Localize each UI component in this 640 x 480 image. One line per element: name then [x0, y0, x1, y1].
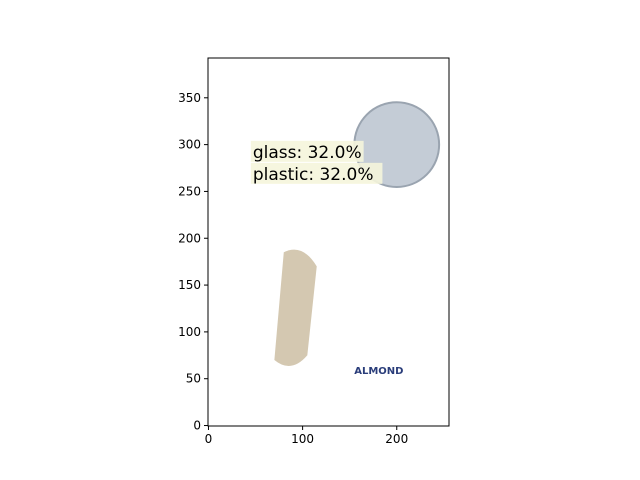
axes: 0 100 200 0 50 100 150 200 250 300 350	[178, 57, 450, 446]
y-tick-label: 150	[178, 278, 201, 292]
x-tick-label: 200	[385, 432, 408, 446]
y-tick-label: 300	[178, 138, 201, 152]
y-tick-label: 50	[186, 372, 201, 386]
detection-label-plastic: plastic: 32.0%	[253, 165, 374, 185]
plastic-bottle-shape	[274, 249, 317, 367]
y-tick-label: 100	[178, 325, 201, 339]
carton-text: ALMOND	[354, 366, 403, 377]
detection-label-glass: glass: 32.0%	[253, 143, 362, 163]
detection-label-bg-plastic	[250, 162, 383, 184]
x-tick-label: 0	[205, 432, 213, 446]
y-tick-label: 200	[178, 231, 201, 245]
detection-labels: glass: 32.0%plastic: 32.0%	[250, 140, 383, 185]
x-tick-label: 100	[291, 432, 314, 446]
y-tick-label: 0	[193, 419, 201, 433]
axes-frame	[207, 57, 450, 427]
detection-label-bg-glass	[250, 140, 364, 162]
y-tick-label: 350	[178, 91, 201, 105]
y-tick-label: 250	[178, 184, 201, 198]
